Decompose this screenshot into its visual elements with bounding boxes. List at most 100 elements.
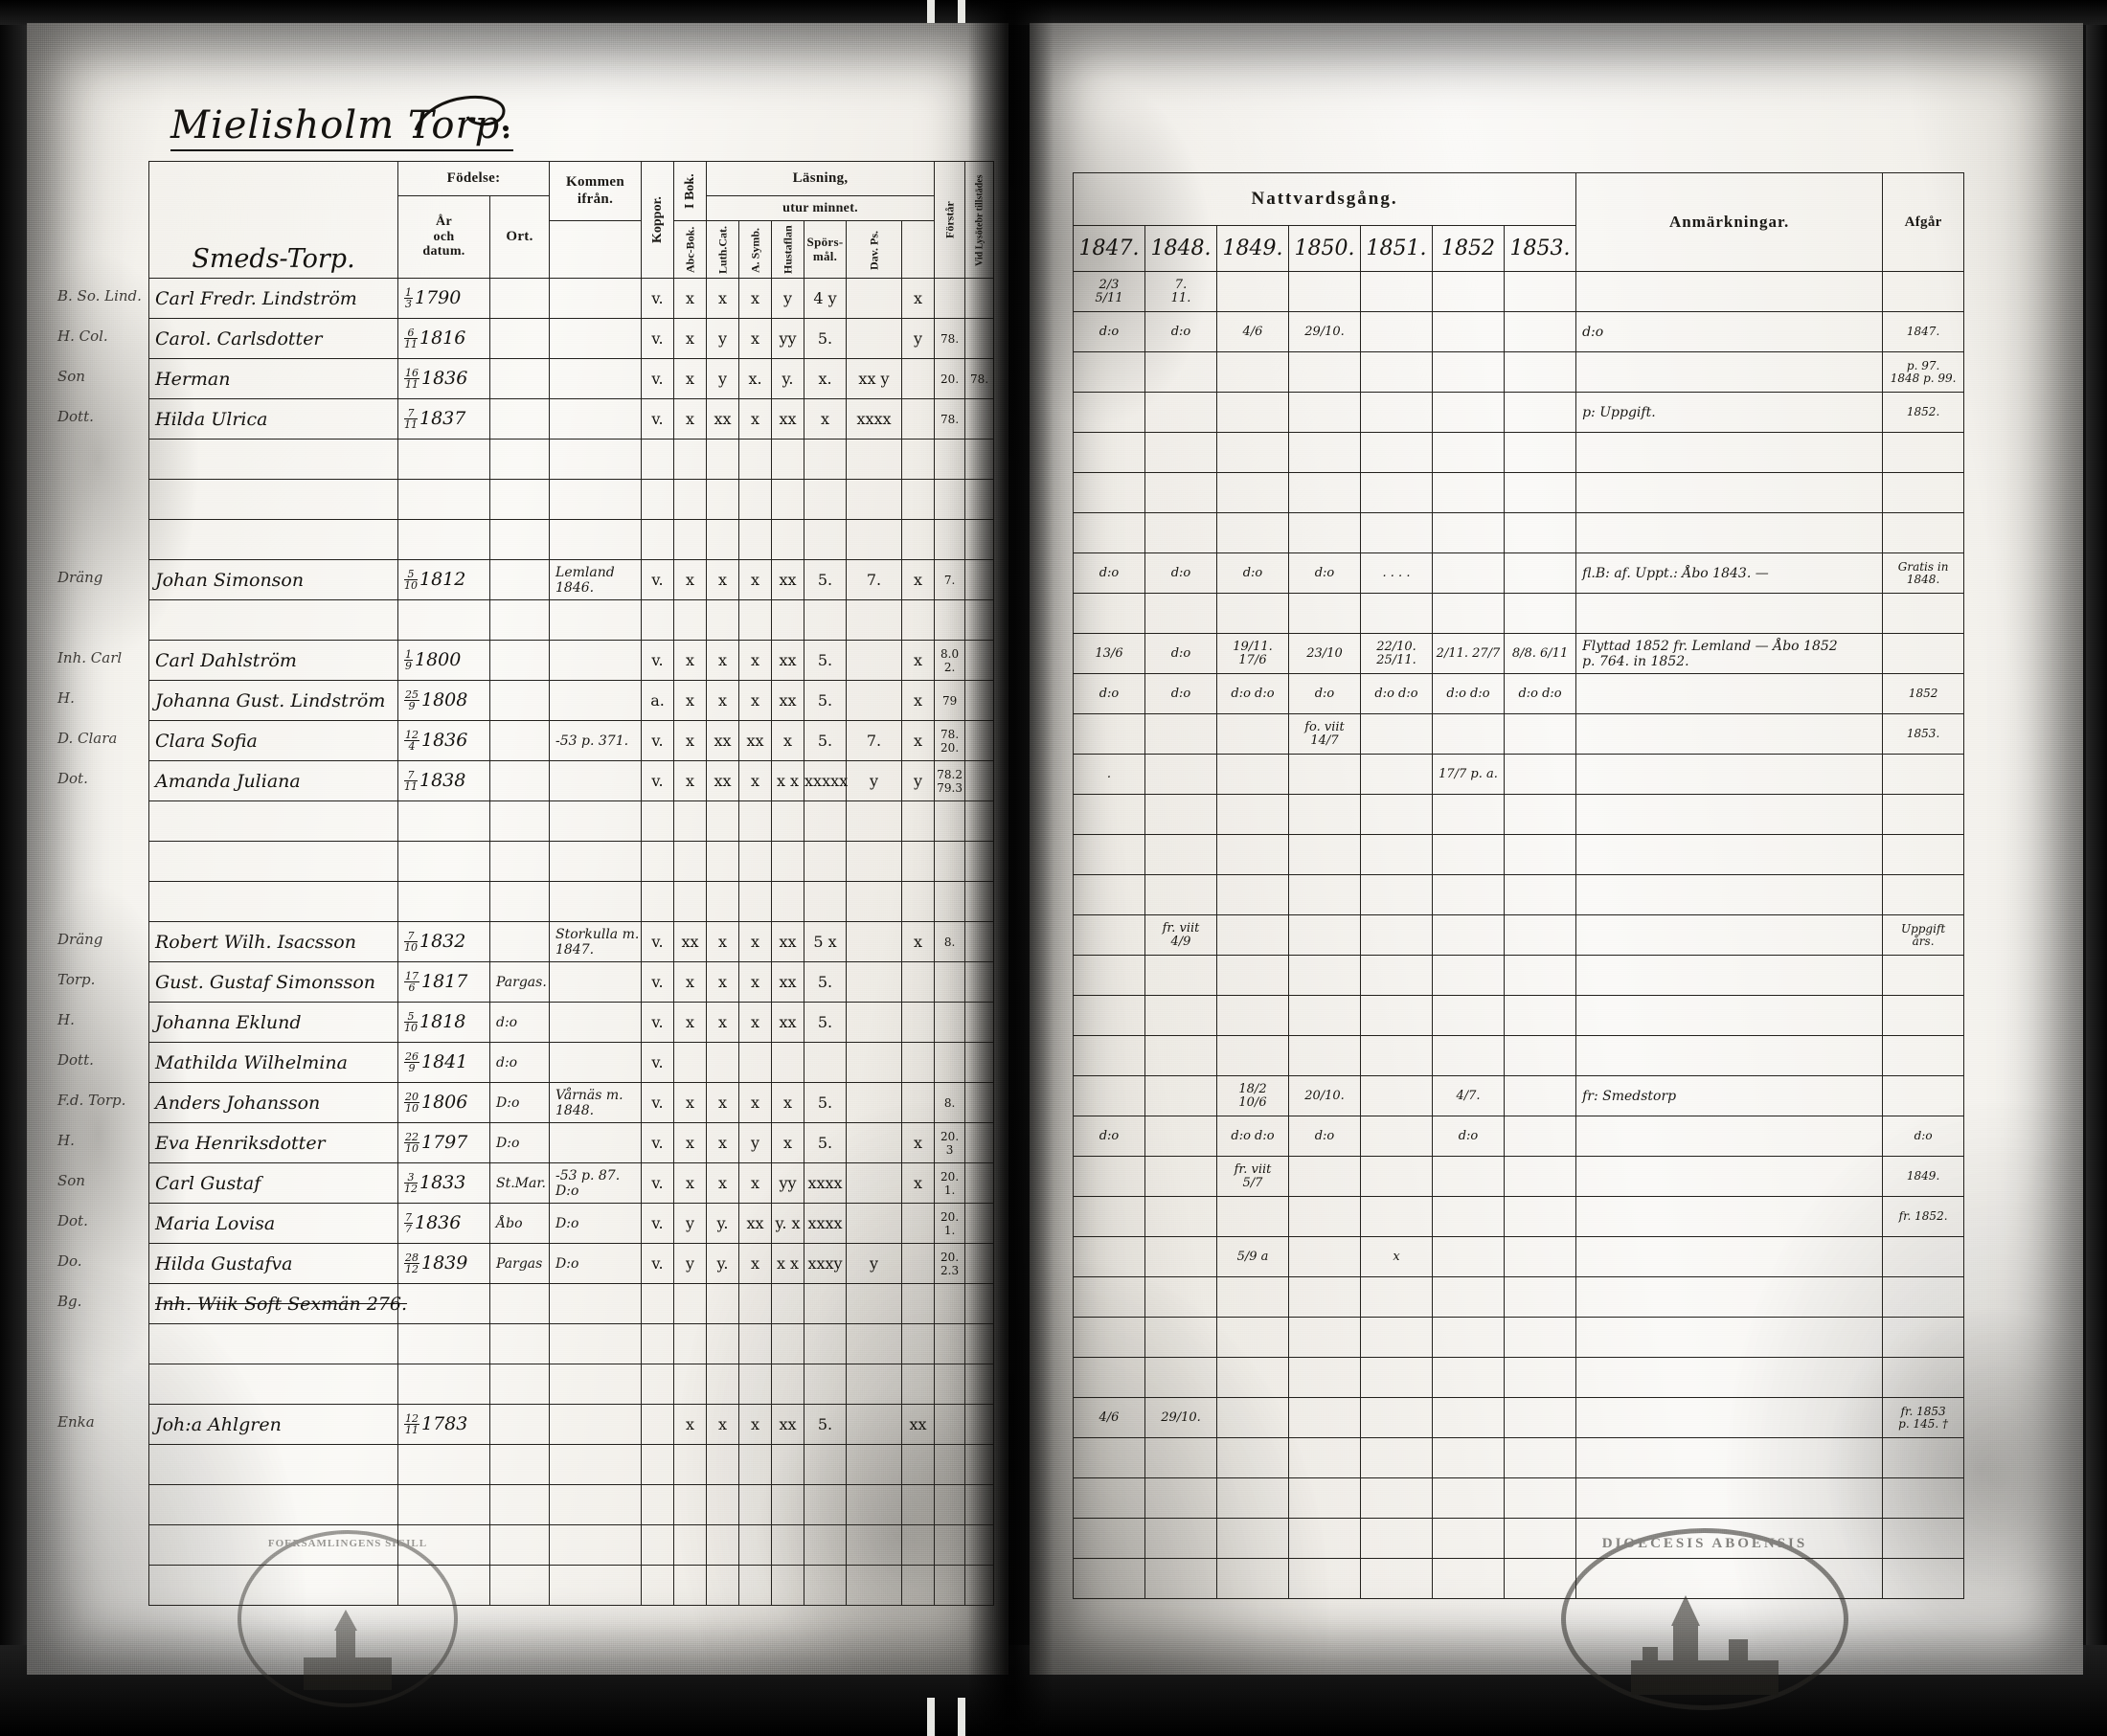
cell-hustaflan: 5. xyxy=(804,559,848,600)
table-row[interactable]: fr. 1852. xyxy=(1073,1196,1965,1237)
cell-birth-date xyxy=(397,519,490,560)
cell-communion-1847 xyxy=(1073,914,1145,956)
cell-communion-1849 xyxy=(1216,794,1289,835)
cell-luth-cat xyxy=(738,599,773,641)
cell-anmarkningar xyxy=(1575,794,1884,835)
table-row[interactable] xyxy=(1073,834,1965,875)
table-row[interactable]: Carl Gustaf 3 12 1833 St.Mar. -53 p. 87. D:o v.… xyxy=(148,1162,995,1204)
table-row[interactable]: Maria Lovisa 7 7 1836 Åbo D:o v. y y. xx y. x xxxx 2… xyxy=(148,1203,995,1244)
table-row[interactable]: Hilda Gustafva 28 12 1839 Pargas D:o v. y y. x x x… xyxy=(148,1243,995,1284)
cell-forstar xyxy=(934,961,966,1003)
table-row[interactable] xyxy=(1073,995,1965,1036)
table-row[interactable] xyxy=(1073,1317,1965,1358)
cell-communion-1848 xyxy=(1144,754,1217,795)
cell-communion-1852 xyxy=(1432,1558,1505,1599)
table-row[interactable] xyxy=(1073,1477,1965,1519)
table-row[interactable]: Carol. Carlsdotter 6 11 1816 v. x y x yy 5. y 78. xyxy=(148,318,995,359)
table-row[interactable] xyxy=(148,439,995,480)
cell-kommen-ifran: D:o xyxy=(549,1243,643,1284)
table-row[interactable] xyxy=(1073,1437,1965,1478)
cell-birth-place xyxy=(488,1283,551,1324)
cell-birth-place xyxy=(488,1524,551,1566)
cell-communion-1850 xyxy=(1288,1236,1361,1277)
table-row[interactable] xyxy=(148,1323,995,1364)
cell-kommen-ifran xyxy=(549,358,643,399)
table-row[interactable]: Eva Henriksdotter 22 10 1797 D:o v. x x y x 5. x 20.… xyxy=(148,1122,995,1163)
table-row[interactable]: fo. viit 14/7 1853. xyxy=(1073,713,1965,755)
table-row[interactable] xyxy=(1073,794,1965,835)
table-row[interactable]: . 17/7 p. a. xyxy=(1073,754,1965,795)
table-row[interactable]: p. 97. 1848 p. 99. xyxy=(1073,351,1965,393)
table-row[interactable] xyxy=(148,881,995,922)
cell-i-bok: x xyxy=(673,1082,708,1123)
year-header-row: 1847. 1848. 1849. 1850. 1851. 1852 1853. xyxy=(1073,225,1964,272)
table-row[interactable] xyxy=(1073,1035,1965,1076)
cell-afgar: 1849. xyxy=(1882,1156,1965,1197)
table-row[interactable]: Carl Dahlström 1 9 1800 v. x x x xx 5. x 8.0 2. xyxy=(148,640,995,681)
cell-koppor xyxy=(641,1444,675,1485)
table-row[interactable]: Anders Johansson 20 10 1806 D:o Vårnäs m. 184… xyxy=(148,1082,995,1123)
table-row[interactable] xyxy=(1073,472,1965,513)
table-row[interactable] xyxy=(1073,432,1965,473)
cell-i-bok xyxy=(673,439,708,480)
table-row[interactable]: fr. viit 4/9 Uppgift års. xyxy=(1073,914,1965,956)
table-row[interactable]: fr. viit 5/7 1849. xyxy=(1073,1156,1965,1197)
table-row[interactable]: Amanda Juliana 7 11 1838 v. x xx x x x xxxxx y y 78.… xyxy=(148,760,995,801)
table-row[interactable]: 4/6 29/10. fr. 1853 p. 145. † xyxy=(1073,1397,1965,1438)
cell-afgar xyxy=(1882,754,1965,795)
table-row[interactable]: Johan Simonson 5 10 1812 Lemland 1846. v. x x x x… xyxy=(148,559,995,600)
table-row[interactable] xyxy=(148,1484,995,1525)
table-row[interactable]: Gust. Gustaf Simonsson 17 6 1817 Pargas. v. x x… xyxy=(148,961,995,1003)
cell-afgar xyxy=(1882,1075,1965,1116)
table-row[interactable] xyxy=(148,519,995,560)
table-row[interactable] xyxy=(1073,1357,1965,1398)
cell-a-symb xyxy=(771,841,805,882)
table-row[interactable] xyxy=(1073,512,1965,553)
table-row[interactable]: p: Uppgift. 1852. xyxy=(1073,392,1965,433)
table-row[interactable]: Inh. Wiik Soft Sexmän 276. xyxy=(148,1283,995,1324)
table-row[interactable] xyxy=(148,599,995,641)
table-row[interactable] xyxy=(148,1364,995,1405)
cell-forstar xyxy=(934,1002,966,1043)
table-row[interactable] xyxy=(1073,1518,1965,1559)
table-row[interactable]: 18/2 10/6 20/10. 4/7. fr: Smedstorp xyxy=(1073,1075,1965,1116)
cell-communion-1853 xyxy=(1503,1437,1577,1478)
header-year-1847: 1847. xyxy=(1073,225,1145,272)
table-row[interactable]: 13/6 d:o 19/11. 17/6 23/10 22/10. 25/11. 2/11… xyxy=(1073,633,1965,674)
table-row[interactable] xyxy=(148,800,995,842)
cell-i-bok xyxy=(673,1364,708,1405)
table-row[interactable]: d:o d:o 4/6 29/10. d:o 1847. xyxy=(1073,311,1965,352)
table-row[interactable] xyxy=(1073,593,1965,634)
table-row[interactable]: Johanna Eklund 5 10 1818 d:o v. x x x xx 5. xyxy=(148,1002,995,1043)
cell-name: Gust. Gustaf Simonsson xyxy=(148,961,398,1003)
cell-a-symb xyxy=(771,881,805,922)
table-row[interactable]: Johanna Gust. Lindström 25 9 1808 a. x x x xx 5. x… xyxy=(148,680,995,721)
seal-ring xyxy=(1561,1528,1848,1710)
table-row[interactable]: Robert Wilh. Isacsson 7 10 1832 Storkulla m.… xyxy=(148,921,995,962)
cell-communion-1847 xyxy=(1073,1477,1145,1519)
table-row[interactable] xyxy=(148,1444,995,1485)
table-row[interactable] xyxy=(1073,874,1965,915)
table-row[interactable]: Joh:a Ahlgren 12 11 1783 x x x xx 5. xx xyxy=(148,1404,995,1445)
table-row[interactable] xyxy=(1073,955,1965,996)
cell-koppor xyxy=(641,1524,675,1566)
table-row[interactable]: Clara Sofia 12 4 1836 -53 p. 371. v. x xx xx x 5. 7… xyxy=(148,720,995,761)
cell-communion-1853 xyxy=(1503,351,1577,393)
table-row[interactable]: Mathilda Wilhelmina 26 9 1841 d:o v. xyxy=(148,1042,995,1083)
cell-communion-1849 xyxy=(1216,914,1289,956)
table-row[interactable] xyxy=(148,841,995,882)
cell-hustaflan: 5. xyxy=(804,1122,848,1163)
cell-a-symb xyxy=(771,1524,805,1566)
table-row[interactable]: d:o d:o d:o d:o d:o d:o d:o d:o d:o d:o d:o 185… xyxy=(1073,673,1965,714)
table-row[interactable]: 5/9 a x xyxy=(1073,1236,1965,1277)
header-year-1848: 1848. xyxy=(1144,225,1217,272)
table-row[interactable]: Hilda Ulrica 7 11 1837 v. x xx x xx x xxxx 78. xyxy=(148,398,995,440)
table-row[interactable]: d:o d:o d:o d:o d:o d:o xyxy=(1073,1116,1965,1157)
table-row[interactable]: 2/3 5/11 7. 11. xyxy=(1073,271,1965,312)
table-row[interactable] xyxy=(148,479,995,520)
table-row[interactable] xyxy=(1073,1276,1965,1318)
cell-communion-1852 xyxy=(1432,1196,1505,1237)
table-row[interactable]: d:o d:o d:o d:o. . . . fl.B: af. Uppt.: Åbo … xyxy=(1073,552,1965,594)
